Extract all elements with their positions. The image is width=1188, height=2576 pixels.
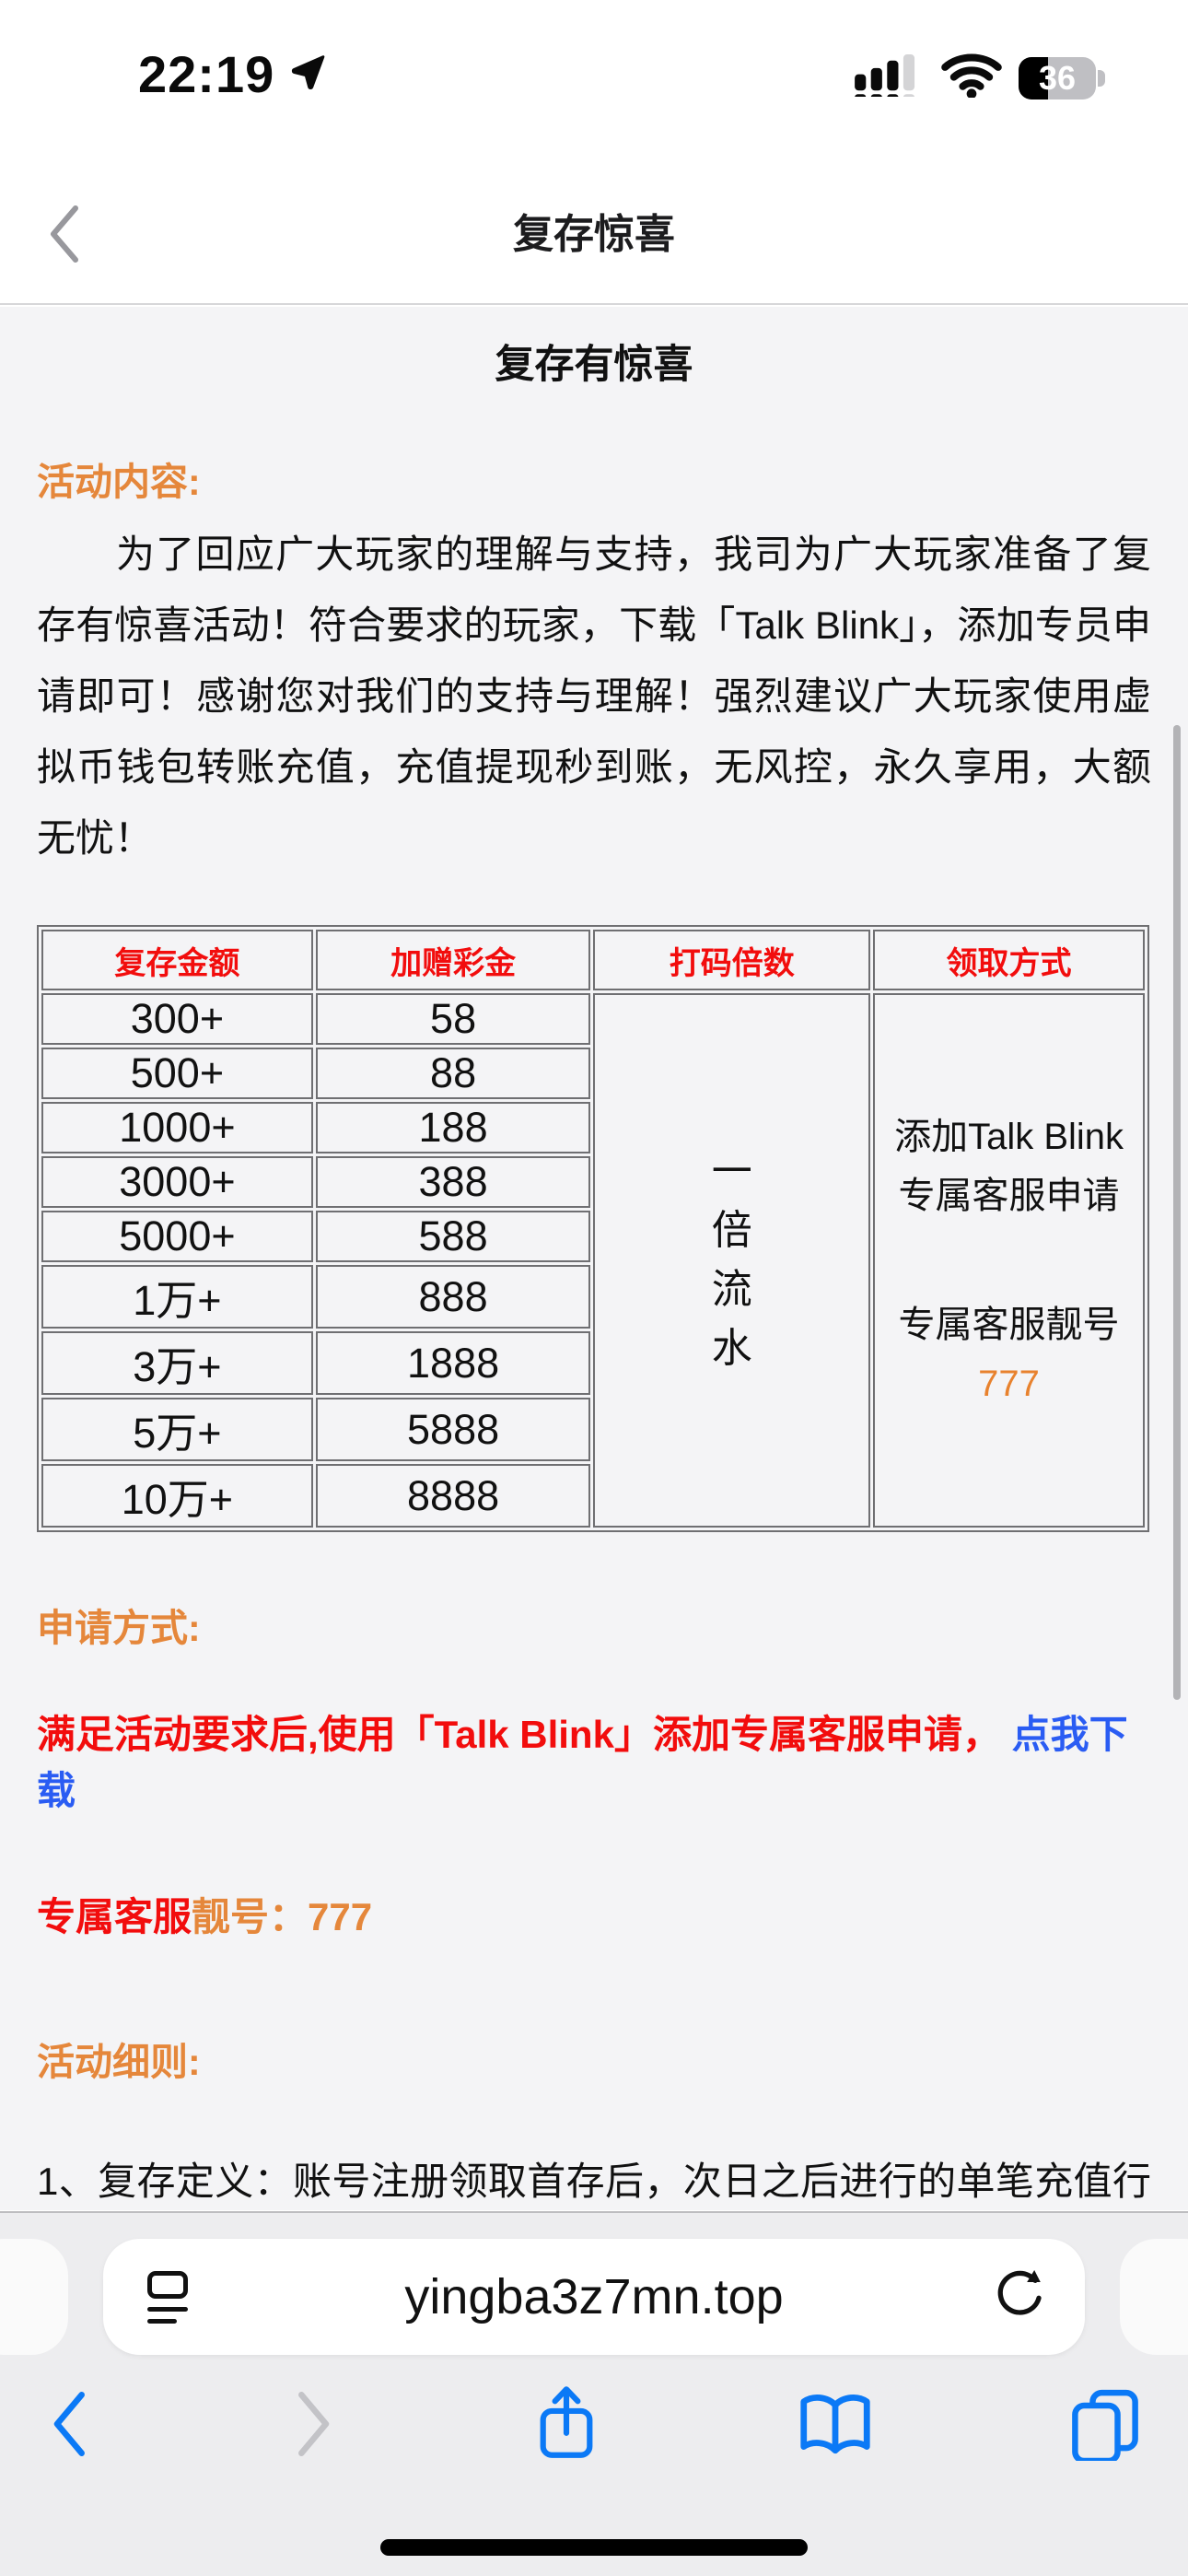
deposit-cell: 3000+: [41, 1156, 313, 1208]
status-time-group: 22:19: [138, 44, 328, 104]
table-row: 5万+ 5888: [41, 1398, 1145, 1461]
apply-instruction-text: 满足活动要求后,使用「Talk Blink」添加专属客服申请，: [37, 1713, 1012, 1756]
table-row: 1万+ 888: [41, 1265, 1145, 1329]
vip-number: 777: [308, 1895, 373, 1938]
back-button[interactable]: [46, 2389, 94, 2459]
table-row: 300+ 58 一倍流水 添加Talk Blink 专属客服申请 专属客服靓号 …: [41, 993, 1145, 1528]
section-title-activity-content: 活动内容:: [37, 461, 201, 503]
vip-label-orange: 靓号：: [192, 1895, 309, 1938]
battery-icon: 36: [1019, 56, 1105, 100]
activity-description: 为了回应广大玩家的理解与支持，我司为广大玩家准备了复存有惊喜活动！符合要求的玩家…: [37, 533, 1151, 860]
table-row: 5000+ 588: [41, 1211, 1145, 1262]
page-title: 复存惊喜: [513, 212, 675, 257]
nav-bar: 复存惊喜: [0, 166, 1188, 305]
browser-bottom-chrome: yingba3z7mn.top: [0, 2211, 1188, 2576]
wifi-icon: [941, 53, 1002, 102]
bonus-cell: 588: [315, 1211, 591, 1262]
vip-service-line: 专属客服靓号：777: [37, 1886, 1151, 1942]
bonus-cell: 188: [315, 1102, 591, 1153]
bonus-cell: 58: [315, 993, 591, 1045]
apply-instruction: 满足活动要求后,使用「Talk Blink」添加专属客服申请， 点我下载: [37, 1704, 1151, 1816]
deposit-cell: 1000+: [41, 1102, 313, 1153]
address-bar[interactable]: yingba3z7mn.top: [103, 2239, 1085, 2355]
promo-table: 复存金额 加赠彩金 打码倍数 领取方式 300+ 58 一倍流水 添加Talk …: [37, 925, 1149, 1532]
table-row: 10万+ 8888: [41, 1464, 1145, 1528]
deposit-cell: 5000+: [41, 1211, 313, 1262]
claim-line2: 专属客服申请: [898, 1176, 1120, 1216]
next-tab-stub[interactable]: [1120, 2239, 1188, 2355]
back-chevron-icon[interactable]: [37, 197, 92, 271]
claim-service-number: 777: [978, 1364, 1040, 1404]
cellular-signal-icon: [855, 54, 925, 103]
table-row: 500+ 88: [41, 1048, 1145, 1099]
deposit-cell: 500+: [41, 1048, 313, 1099]
table-row: 3000+ 388: [41, 1156, 1145, 1208]
refresh-icon[interactable]: [987, 2266, 1048, 2327]
deposit-cell: 300+: [41, 993, 313, 1045]
bonus-cell: 8888: [315, 1464, 591, 1528]
reader-icon[interactable]: [147, 2260, 203, 2334]
vip-label-red: 专属客服: [37, 1895, 192, 1938]
battery-percent: 36: [1038, 58, 1077, 97]
bonus-cell: 88: [315, 1048, 591, 1099]
bookmarks-icon[interactable]: [797, 2389, 874, 2459]
deposit-cell: 3万+: [41, 1331, 313, 1395]
col-header-claim: 领取方式: [873, 930, 1145, 990]
col-header-bonus: 加赠彩金: [315, 930, 591, 990]
section-title-apply-method: 申请方式:: [37, 1607, 201, 1649]
status-icons: 36: [855, 53, 1105, 103]
deposit-cell: 5万+: [41, 1398, 313, 1461]
rule-item-1: 1、复存定义：账号注册领取首存后，次日之后进行的单笔充值行为；: [37, 2160, 1151, 2203]
web-content: 复存有惊喜 活动内容: 为了回应广大玩家的理解与支持，我司为广大玩家准备了复存有…: [0, 307, 1188, 2210]
table-header-row: 复存金额 加赠彩金 打码倍数 领取方式: [41, 930, 1145, 990]
page-scrollbar[interactable]: [1173, 725, 1181, 1700]
battery-fill: [1019, 56, 1048, 100]
bonus-cell: 388: [315, 1156, 591, 1208]
content-heading: 复存有惊喜: [495, 343, 693, 387]
forward-button[interactable]: [289, 2389, 337, 2459]
table-row: 1000+ 188: [41, 1102, 1145, 1153]
deposit-cell: 10万+: [41, 1464, 313, 1528]
browser-toolbar: [0, 2383, 1188, 2465]
location-arrow-icon: [287, 44, 328, 104]
previous-tab-stub[interactable]: [0, 2239, 68, 2355]
bonus-cell: 888: [315, 1265, 591, 1329]
url-text[interactable]: yingba3z7mn.top: [404, 2269, 784, 2324]
home-indicator[interactable]: [380, 2539, 808, 2556]
tabs-icon[interactable]: [1068, 2387, 1142, 2461]
bonus-cell: 5888: [315, 1398, 591, 1461]
col-header-deposit: 复存金额: [41, 930, 313, 990]
bonus-cell: 1888: [315, 1331, 591, 1395]
multiplier-vertical-text: 一倍流水: [711, 1149, 752, 1371]
table-row: 3万+ 1888: [41, 1331, 1145, 1395]
clock-text: 22:19: [138, 45, 275, 103]
col-header-multiplier: 打码倍数: [593, 930, 871, 990]
claim-line1: 添加Talk Blink: [894, 1117, 1124, 1157]
download-link[interactable]: 点我下载: [37, 1713, 1128, 1812]
share-icon[interactable]: [531, 2383, 601, 2465]
section-title-rules: 活动细则:: [37, 2041, 201, 2083]
claim-cell: 添加Talk Blink 专属客服申请 专属客服靓号 777: [873, 993, 1145, 1528]
address-bar-row: yingba3z7mn.top: [0, 2213, 1188, 2355]
claim-line3: 专属客服靓号: [898, 1305, 1120, 1345]
deposit-cell: 1万+: [41, 1265, 313, 1329]
multiplier-cell: 一倍流水: [593, 993, 871, 1528]
status-bar: 22:19: [0, 0, 1188, 166]
